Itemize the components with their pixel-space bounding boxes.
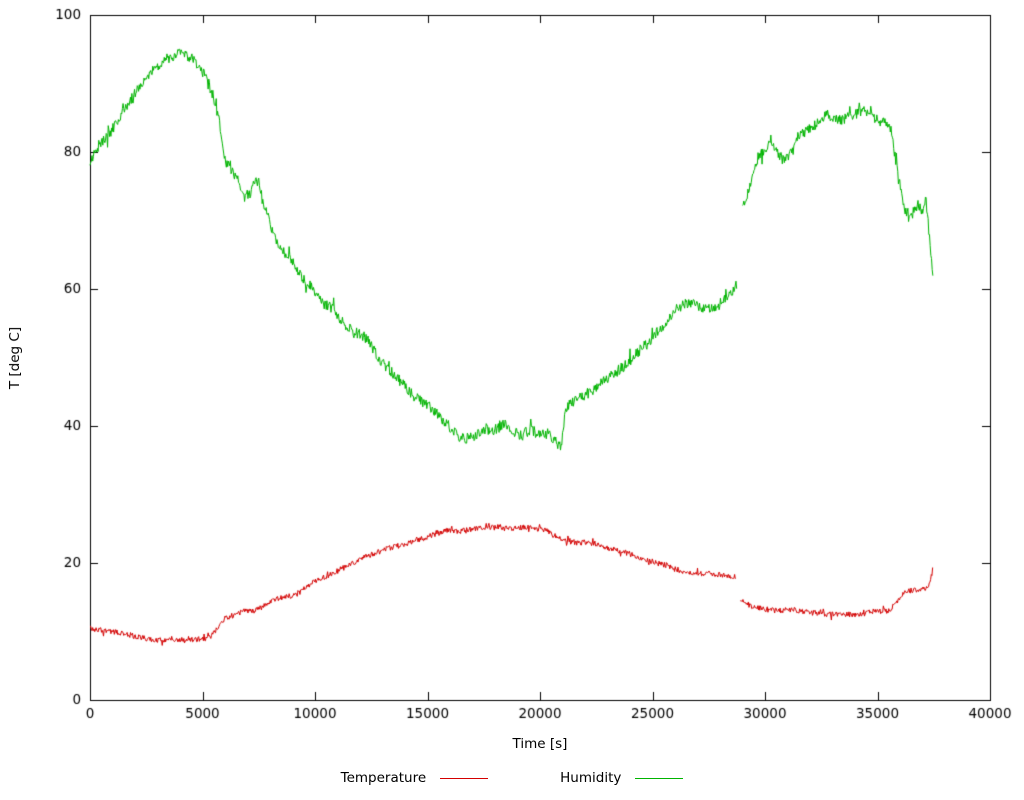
legend-label: Temperature [340,770,427,786]
x-axis-title: Time [s] [512,736,568,752]
chart-legend: Temperature Humidity [0,770,1024,786]
legend-line-swatch [635,777,684,779]
legend-line-swatch [440,777,489,779]
legend-item-temperature: Temperature [341,770,489,786]
y-axis-title: T [deg C] [7,326,23,390]
legend-label: Humidity [560,770,622,786]
legend-item-humidity: Humidity [560,770,684,786]
